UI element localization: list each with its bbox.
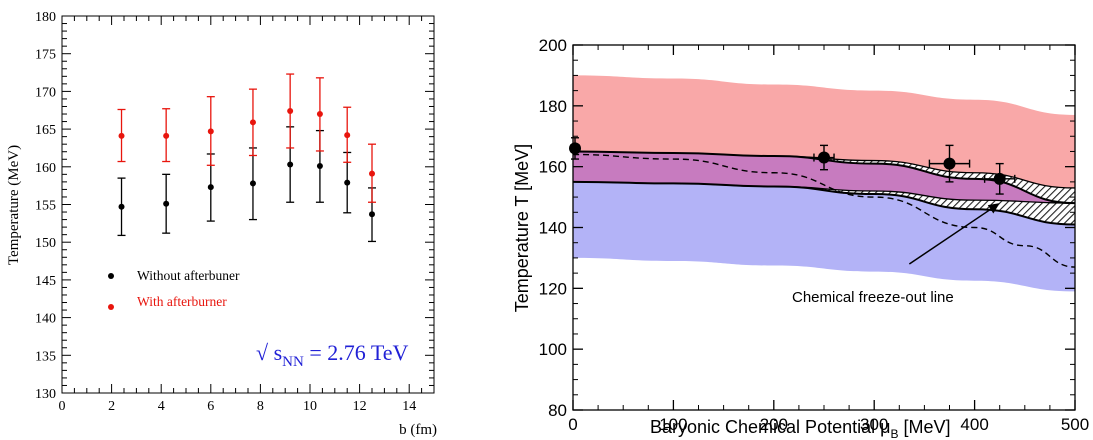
freeze-out-arrow-head bbox=[987, 203, 1000, 214]
left-x-tick-label: 8 bbox=[257, 399, 264, 414]
left-y-tick-label: 180 bbox=[35, 10, 56, 25]
legend-label-with-afterburner: With afterburner bbox=[137, 294, 227, 309]
right-data-points bbox=[569, 137, 1016, 195]
left-y-tick-label: 170 bbox=[35, 85, 56, 100]
data-point bbox=[316, 163, 323, 170]
left-y-tick-label: 160 bbox=[35, 161, 56, 176]
left-x-tick-label: 0 bbox=[59, 399, 66, 414]
right-y-tick-label: 200 bbox=[539, 36, 567, 55]
left-axis-ticks: 130 135 140 145 150 155 160 165 170 175 180 0 2 4 6 8 10… bbox=[35, 10, 434, 414]
right-x-tick-label: 500 bbox=[1061, 415, 1089, 434]
data-point bbox=[249, 180, 256, 187]
data-point bbox=[249, 119, 256, 126]
right-x-axis-label-unit: [MeV] bbox=[899, 417, 951, 437]
left-y-tick-label: 175 bbox=[35, 48, 56, 63]
left-data-points bbox=[117, 73, 376, 243]
left-y-axis-label: Temperature (MeV) bbox=[6, 145, 22, 265]
data-point bbox=[344, 179, 351, 186]
right-axis-ticks: 80 100 120 140 160 180 200 0 100 200 300 400 500 bbox=[539, 36, 1090, 434]
left-legend: Without afterbuner With afterburner bbox=[108, 268, 240, 310]
left-x-tick-label: 10 bbox=[303, 399, 317, 414]
left-y-tick-label: 165 bbox=[35, 123, 56, 138]
right-y-tick-label: 100 bbox=[539, 340, 567, 359]
energy-annotation-subscript: NN bbox=[282, 354, 304, 370]
data-point bbox=[207, 184, 214, 191]
left-x-axis-label: b (fm) bbox=[399, 422, 437, 438]
data-point bbox=[369, 211, 375, 218]
right-y-tick-label: 180 bbox=[539, 97, 567, 116]
right-x-axis-label-main: Baryonic Chemical Potential μ bbox=[650, 417, 890, 437]
data-point bbox=[118, 132, 125, 139]
freeze-out-point bbox=[943, 157, 956, 170]
temperature-band bbox=[573, 181, 1075, 292]
right-y-tick-label: 160 bbox=[539, 158, 567, 177]
freeze-out-point bbox=[818, 151, 830, 164]
legend-marker-with-afterburner bbox=[108, 304, 114, 310]
right-x-axis-label-sub: B bbox=[890, 427, 898, 440]
right-x-tick-label: 200 bbox=[760, 415, 788, 434]
left-y-tick-label: 155 bbox=[35, 199, 56, 214]
right-y-axis-label: Temperature T [MeV] bbox=[512, 144, 532, 312]
energy-annotation-prefix: √ s bbox=[256, 340, 282, 365]
data-point bbox=[316, 111, 323, 118]
data-point bbox=[118, 203, 125, 210]
hatched-band bbox=[573, 151, 1075, 204]
right-x-tick-label: 300 bbox=[860, 415, 888, 434]
left-y-tick-label: 130 bbox=[35, 387, 56, 402]
left-y-tick-label: 150 bbox=[35, 236, 56, 251]
left-y-tick-label: 140 bbox=[35, 312, 56, 327]
freeze-out-point bbox=[993, 172, 1006, 185]
right-x-tick-label: 100 bbox=[659, 415, 687, 434]
left-y-tick-label: 135 bbox=[35, 349, 56, 364]
right-chart: 80 100 120 140 160 180 200 0 100 200 300 400 500 Che… bbox=[512, 36, 1089, 440]
hatch-edge-curve bbox=[573, 181, 1075, 204]
right-x-tick-label: 0 bbox=[568, 415, 577, 434]
freeze-out-label: Chemical freeze-out line bbox=[792, 289, 954, 306]
data-point bbox=[287, 161, 294, 168]
freeze-out-arrow bbox=[908, 208, 991, 265]
freeze-out-annotation: Chemical freeze-out line bbox=[792, 203, 1000, 306]
legend-marker-without-afterburner bbox=[108, 273, 114, 279]
freeze-out-curve bbox=[573, 153, 1075, 268]
left-x-tick-label: 12 bbox=[353, 399, 367, 414]
legend-label-without-afterburner: Without afterbuner bbox=[137, 268, 240, 283]
right-x-tick-label: 400 bbox=[960, 415, 988, 434]
energy-annotation-suffix: = 2.76 TeV bbox=[304, 340, 409, 365]
right-y-tick-label: 80 bbox=[548, 401, 567, 420]
left-x-tick-label: 6 bbox=[207, 399, 214, 414]
temperature-band bbox=[573, 151, 1075, 204]
data-point bbox=[207, 128, 214, 135]
left-chart: 130 135 140 145 150 155 160 165 170 175 180 0 2 4 6 8 10… bbox=[6, 10, 437, 438]
left-plot-frame bbox=[61, 15, 435, 394]
freeze-out-point bbox=[569, 142, 582, 155]
left-y-tick-label: 145 bbox=[35, 274, 56, 289]
right-y-tick-label: 140 bbox=[539, 219, 567, 238]
data-point bbox=[369, 170, 375, 177]
right-x-axis-label: Baryonic Chemical Potential μB [MeV] bbox=[650, 417, 951, 440]
energy-annotation: √ sNN = 2.76 TeV bbox=[256, 340, 408, 370]
right-y-tick-label: 120 bbox=[539, 279, 567, 298]
data-point bbox=[344, 132, 351, 139]
left-x-tick-label: 14 bbox=[402, 399, 416, 414]
hatched-band bbox=[573, 181, 1075, 225]
left-x-tick-label: 2 bbox=[108, 399, 115, 414]
data-point bbox=[163, 132, 170, 139]
left-x-tick-label: 4 bbox=[158, 399, 165, 414]
data-point bbox=[163, 200, 170, 207]
data-point bbox=[287, 108, 294, 115]
